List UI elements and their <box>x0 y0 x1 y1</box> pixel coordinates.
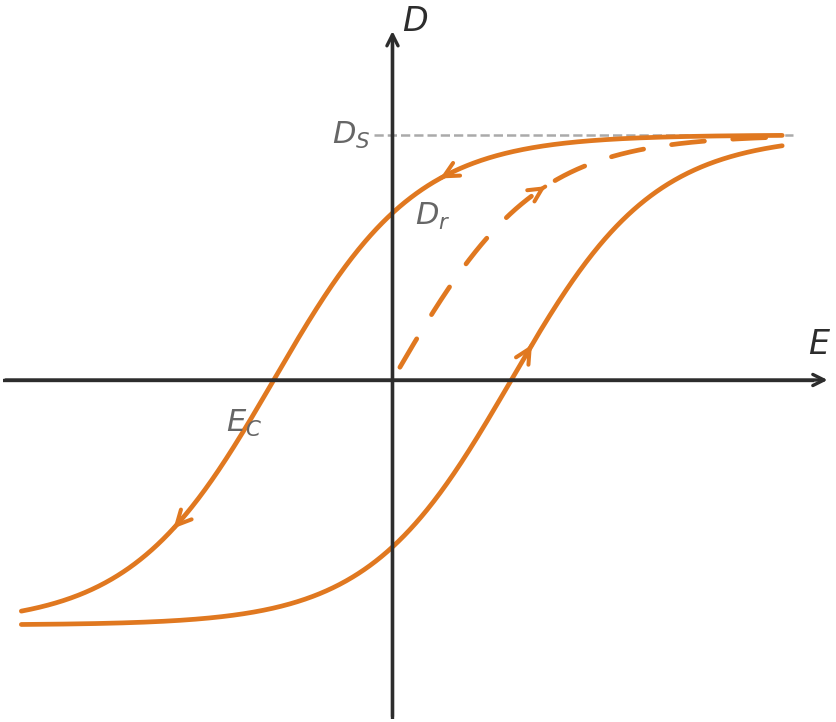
Text: $D_S$: $D_S$ <box>332 119 370 151</box>
Text: $E$: $E$ <box>808 328 831 361</box>
Text: $D_r$: $D_r$ <box>415 201 450 232</box>
Text: $D$: $D$ <box>401 4 428 38</box>
Text: $E_C$: $E_C$ <box>227 408 263 440</box>
